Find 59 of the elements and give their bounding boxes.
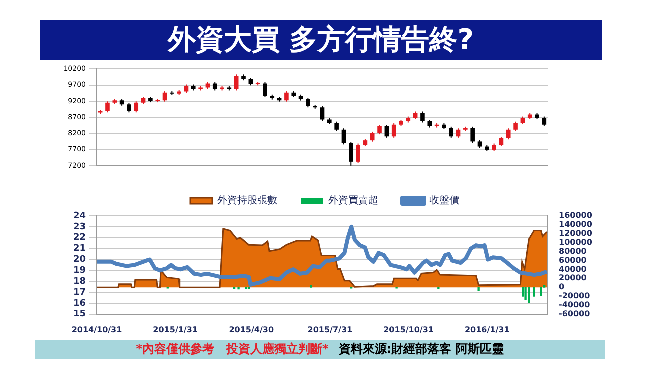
candlestick (348, 142, 354, 166)
y2-tick-label: 60000 (559, 256, 588, 265)
candlestick (162, 91, 168, 102)
candlestick (470, 126, 475, 144)
x-tick-label: 2015/4/30 (229, 325, 274, 334)
y2-tick-label: -60000 (559, 309, 591, 318)
y-tick-label: 17 (73, 288, 86, 298)
y2-tick-label: 20000 (559, 274, 588, 283)
candlestick (320, 106, 325, 122)
candlestick (342, 128, 346, 146)
x-tick-label: 2015/1/31 (153, 325, 198, 334)
y-tick-label: 23 (73, 222, 86, 232)
candlestick (420, 111, 425, 124)
legend-label: 收盤價 (430, 194, 460, 207)
candlestick (306, 98, 310, 108)
candlestick (370, 131, 375, 142)
source-note: 資料來源:財經部落客 阿斯匹靈 (338, 341, 504, 358)
candlestick (284, 91, 289, 102)
candlestick (542, 116, 547, 127)
y2-tick-label: 0 (559, 282, 565, 292)
y-tick-label: 16 (73, 298, 86, 309)
y-tick-label: 20 (73, 255, 86, 266)
candlestick (378, 124, 382, 136)
x-tick-label: 2016/1/31 (464, 325, 510, 334)
x-tick-label: 2014/10/31 (72, 325, 123, 334)
legend-label: 外資持股張數 (218, 194, 278, 207)
chart-title: 外資大買 多方行情告終? (40, 20, 602, 60)
y-tick-label: 24 (73, 211, 86, 222)
y2-tick-label: 40000 (559, 264, 588, 274)
candlestick (234, 74, 239, 92)
candlestick (134, 101, 139, 114)
y2-tick-label: -20000 (559, 292, 591, 301)
candlestick (384, 124, 390, 138)
y-tick-label: 15 (73, 310, 86, 320)
y2-tick-label: -40000 (559, 300, 591, 310)
y-tick-label: 22 (73, 233, 86, 244)
candlestick (514, 121, 518, 132)
candlestick (263, 82, 268, 98)
y2-tick-label: 100000 (559, 238, 593, 247)
candlestick (392, 123, 396, 138)
candlestick (499, 136, 504, 147)
y2-tick-label: 160000 (559, 211, 593, 220)
text: *內容僅供參考 投資人應獨立判斷* (136, 341, 329, 358)
y2-tick-label: 120000 (559, 228, 593, 238)
candlestick (334, 121, 339, 132)
y2-tick-label: 140000 (559, 220, 593, 230)
candlestick (356, 143, 360, 164)
candlestick (449, 126, 454, 138)
candlestick (106, 101, 110, 114)
y-tick-label: 18 (73, 276, 86, 287)
candlestick (456, 128, 461, 138)
legend-label: 外資買賣超 (328, 194, 378, 207)
x-tick-label: 2015/10/31 (384, 325, 434, 334)
candlestick (506, 128, 511, 140)
y-tick-label: 21 (73, 244, 86, 254)
y-tick-label: 19 (73, 266, 86, 276)
candlestick (127, 102, 132, 114)
x-tick-label: 2015/7/31 (308, 325, 354, 334)
y2-tick-label: 80000 (559, 246, 588, 256)
